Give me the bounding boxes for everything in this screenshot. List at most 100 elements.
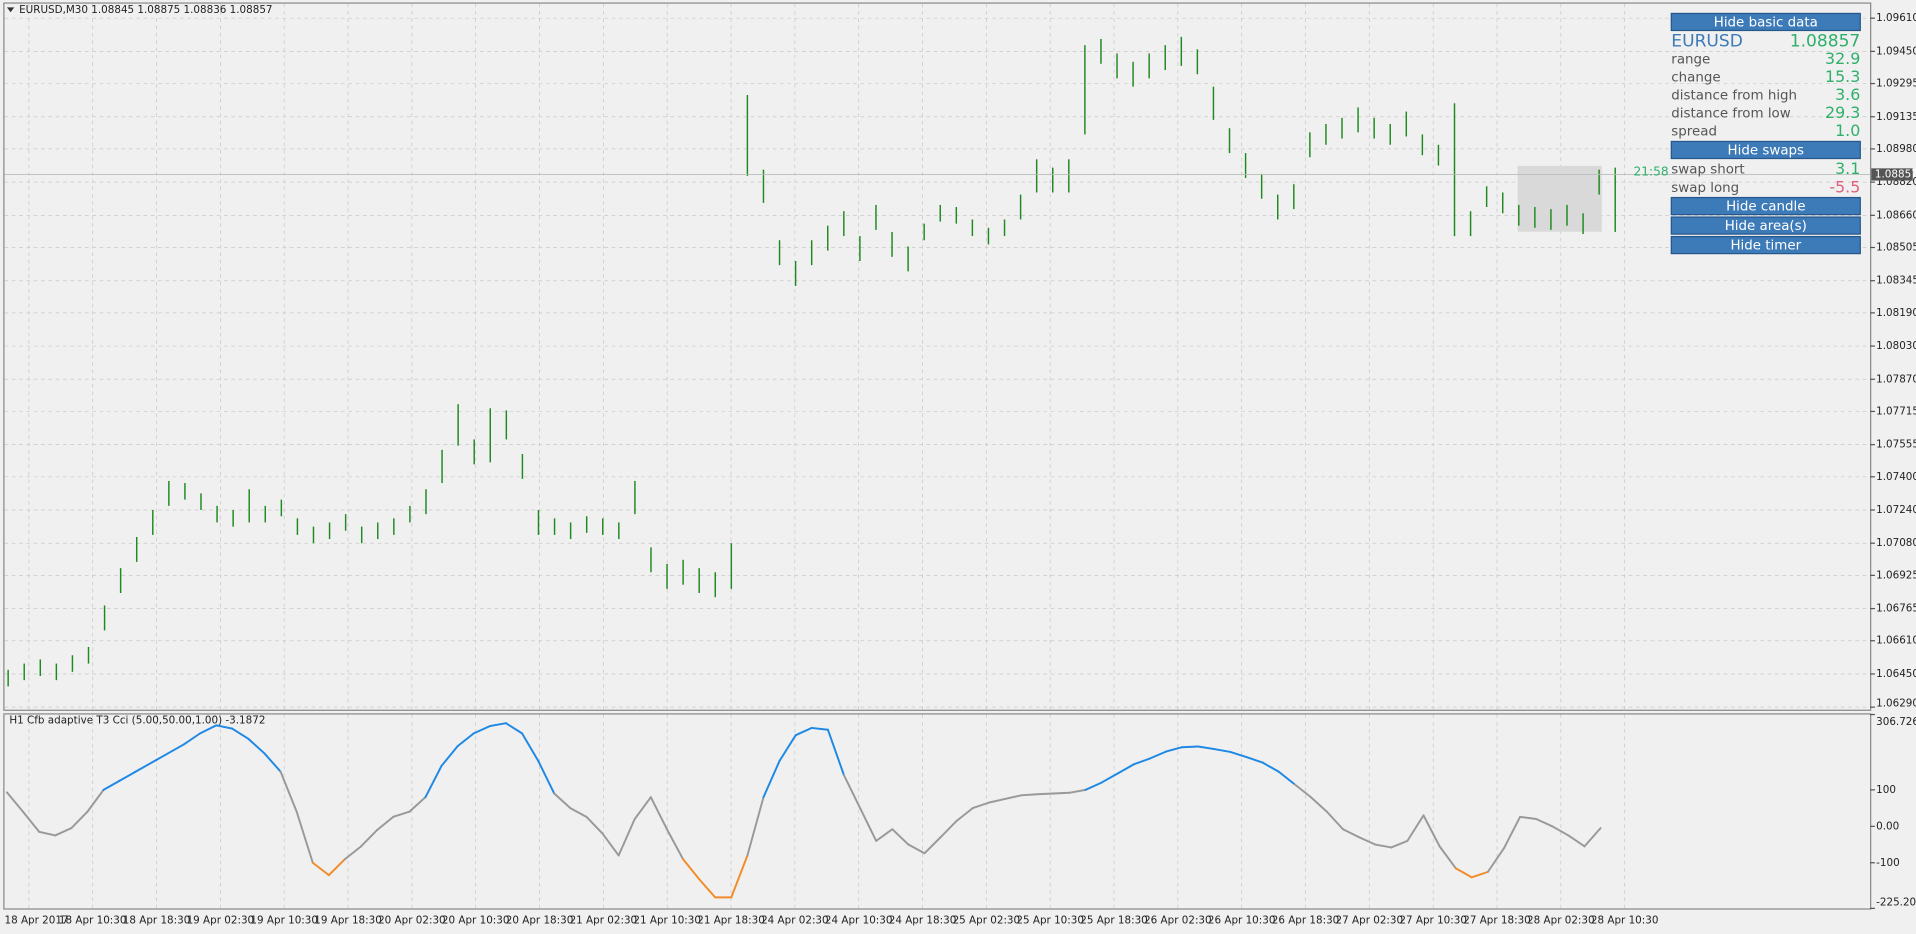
y-tick-label: 1.07400 xyxy=(1876,471,1916,483)
indicator-title: H1 Cfb adaptive T3 Cci (5.00,50.00,1.00)… xyxy=(9,715,265,727)
indicator-segment xyxy=(923,836,942,855)
indicator-segment xyxy=(794,726,813,737)
x-tick-label: 21 Apr 10:30 xyxy=(633,915,701,927)
indicator-segment xyxy=(344,845,363,861)
indicator-segment xyxy=(22,810,41,833)
y-tick-label: 1.06450 xyxy=(1876,668,1916,680)
indicator-segment xyxy=(54,827,73,837)
indicator-segment xyxy=(955,807,974,822)
indicator-segment xyxy=(5,791,25,813)
x-tick-label: 25 Apr 02:30 xyxy=(953,915,1021,927)
indicator-segment xyxy=(939,819,958,839)
x-tick-label: 20 Apr 10:30 xyxy=(442,915,510,927)
indicator-segment xyxy=(263,752,282,773)
indicator-segment xyxy=(601,832,620,857)
panel-button-label[interactable]: Hide candle xyxy=(1726,200,1805,215)
symbol: EURUSD xyxy=(1671,31,1743,51)
indicator-segment xyxy=(1342,828,1361,839)
indicator-segment xyxy=(682,858,701,881)
indicator-segment xyxy=(1358,836,1377,846)
row-value: 32.9 xyxy=(1825,49,1860,68)
panel-button[interactable] xyxy=(1670,216,1861,235)
row-value: 15.3 xyxy=(1825,67,1860,86)
indicator-segment xyxy=(1277,770,1296,786)
x-tick-label: 21 Apr 02:30 xyxy=(570,915,638,927)
indicator-segment xyxy=(1486,847,1505,873)
indicator-segment xyxy=(456,732,475,748)
indicator-segment xyxy=(231,727,250,740)
y-tick-label: 1.07715 xyxy=(1876,405,1916,417)
indicator-segment xyxy=(360,828,379,848)
indicator-segment xyxy=(311,861,330,877)
indicator-segment xyxy=(327,858,346,877)
y-tick-label: 0.00 xyxy=(1876,820,1899,832)
swap-label: swap short xyxy=(1671,162,1744,177)
swap-value: 3.1 xyxy=(1835,159,1860,178)
indicator-segment xyxy=(1535,818,1554,828)
y-tick-label: 1.09295 xyxy=(1876,78,1916,90)
indicator-segment xyxy=(1229,750,1248,759)
panel-button[interactable] xyxy=(1670,196,1861,216)
panel-button[interactable] xyxy=(1670,235,1861,255)
price: 1.08857 xyxy=(1790,31,1861,51)
x-tick-label: 27 Apr 10:30 xyxy=(1399,915,1467,927)
indicator-segment xyxy=(199,724,218,735)
indicator-segment xyxy=(1100,772,1119,784)
indicator-segment xyxy=(1454,867,1473,879)
indicator-segment xyxy=(1390,839,1409,849)
panel-button-label[interactable]: Hide timer xyxy=(1730,239,1801,254)
indicator-segment xyxy=(762,759,781,799)
panel-button-label[interactable]: Hide area(s) xyxy=(1725,219,1807,234)
y-tick-label: 1.08820 xyxy=(1876,176,1916,188)
indicator-segment xyxy=(1245,756,1264,764)
panel-button[interactable] xyxy=(1670,12,1861,32)
y-tick-label: 1.07555 xyxy=(1876,439,1916,451)
indicator-segment xyxy=(778,734,797,762)
x-tick-label: 25 Apr 10:30 xyxy=(1016,915,1084,927)
indicator-segment xyxy=(134,761,153,773)
indicator-segment xyxy=(118,770,137,782)
indicator-segment xyxy=(746,796,765,857)
x-tick-label: 21 Apr 18:30 xyxy=(697,915,765,927)
timer: 21:58 xyxy=(1634,165,1669,179)
panel-button-label[interactable]: Hide swaps xyxy=(1728,144,1804,159)
indicator-segment xyxy=(843,774,862,810)
x-tick-label: 25 Apr 18:30 xyxy=(1080,915,1148,927)
indicator-segment xyxy=(971,801,990,810)
marks: 1.08857 21:58 xyxy=(4,36,1916,899)
menu-arrow xyxy=(6,7,15,13)
row-value: 29.3 xyxy=(1825,103,1860,122)
y-tick-label: -225.2072 xyxy=(1876,896,1916,908)
indicator-segment xyxy=(730,854,749,899)
indicator-segment xyxy=(376,815,395,831)
y-tick-label: 1.06290 xyxy=(1876,698,1916,710)
panel-button-label[interactable]: Hide basic data xyxy=(1714,16,1818,31)
x-tick-label: 19 Apr 02:30 xyxy=(187,915,255,927)
y-tick-label: 1.07080 xyxy=(1876,537,1916,549)
indicator-segment xyxy=(1052,791,1071,795)
indicator-segment xyxy=(1309,796,1328,813)
y-tick-label: 1.09610 xyxy=(1876,12,1916,24)
swap-label: swap long xyxy=(1671,181,1739,196)
info-panel: Hide basic data Hide swaps Hide candle Hide… xyxy=(1670,12,1861,255)
main-frame xyxy=(3,2,1872,711)
indicator-segment xyxy=(1181,745,1200,749)
indicator-segment xyxy=(1470,870,1489,879)
indicator-segment xyxy=(408,796,427,813)
indicator-segment xyxy=(569,807,588,818)
window-header: EURUSD,M30 1.08845 1.08875 1.08836 1.088… xyxy=(19,4,272,16)
indicator-segment xyxy=(1519,815,1538,820)
y-tick-label: 1.07240 xyxy=(1876,504,1916,516)
indicator-segment xyxy=(215,724,234,730)
indicator-segment xyxy=(488,722,507,728)
panel-button[interactable] xyxy=(1670,140,1861,160)
indicator-segment xyxy=(392,810,411,818)
y-tick-label: 306.7261 xyxy=(1876,716,1916,728)
y-tick-label: 1.06925 xyxy=(1876,569,1916,581)
y-tick-label: 1.08980 xyxy=(1876,143,1916,155)
indicator-segment xyxy=(1374,843,1393,849)
indicator-segment xyxy=(1438,845,1457,870)
indicator-segment xyxy=(987,798,1006,804)
